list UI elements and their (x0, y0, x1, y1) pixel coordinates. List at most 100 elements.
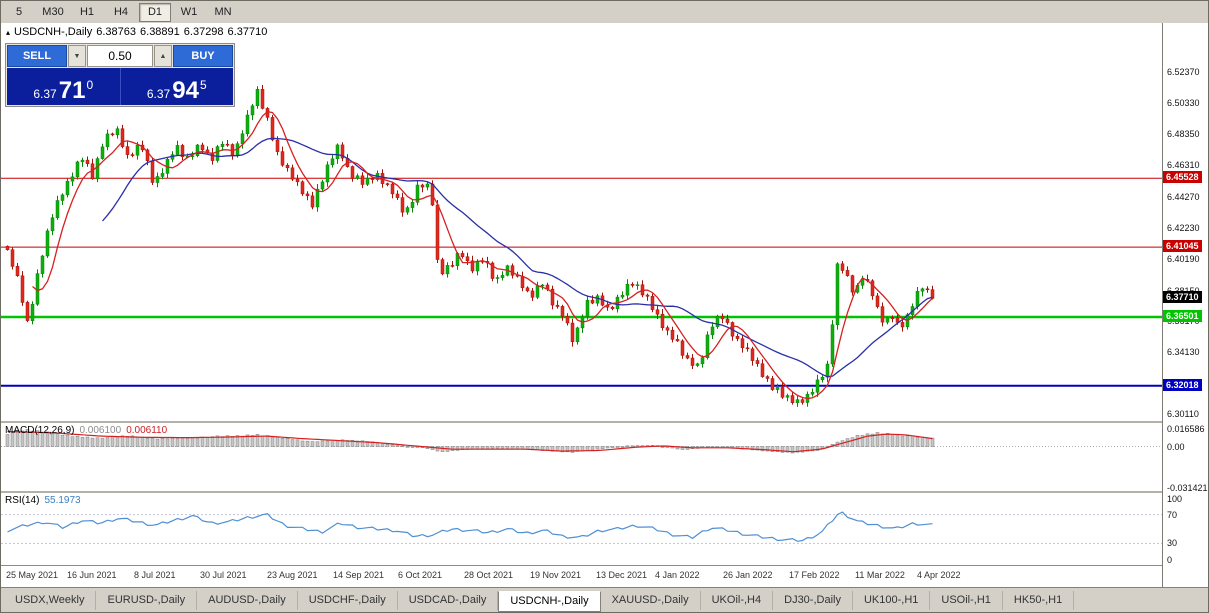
timeframe-h4[interactable]: H4 (113, 5, 129, 18)
candle-body (900, 322, 905, 328)
macd-bar (760, 446, 765, 452)
main-price-panel[interactable]: ▴ USDCNH-,Daily 6.38763 6.38891 6.37298 6.377… (1, 23, 1162, 421)
macd-bar (165, 438, 170, 447)
candle-body (835, 263, 840, 325)
candle-body (785, 395, 790, 398)
tab-eurusd-daily[interactable]: EURUSD-,Daily (96, 591, 198, 610)
macd-bar (660, 446, 665, 448)
candle-body (400, 197, 405, 213)
candle-body (220, 143, 225, 147)
macd-bar (880, 433, 885, 447)
tab-ukoil-h4[interactable]: UKOil-,H4 (701, 591, 774, 610)
macd-canvas[interactable] (1, 423, 1162, 491)
macd-bar (870, 433, 875, 447)
candle-body (530, 290, 535, 298)
candle-body (355, 175, 360, 179)
candle-body (745, 347, 750, 350)
price-axis[interactable]: 6.52370 6.50330 6.48350 6.46310 6.44270 6.422… (1162, 23, 1208, 587)
price-axis-label: 6.34130 (1167, 347, 1200, 357)
macd-bar (635, 445, 640, 447)
candle-body (525, 287, 530, 292)
macd-bar (65, 434, 70, 447)
panel-splitter[interactable] (1, 491, 1162, 493)
candle-body (620, 294, 625, 298)
macd-bar (565, 446, 570, 453)
buy-price-prefix: 6.37 (146, 86, 171, 101)
tab-usoil-h1[interactable]: USOil-,H1 (930, 591, 1003, 610)
candle-body (250, 105, 255, 116)
date-label: 13 Dec 2021 (596, 570, 648, 580)
time-axis[interactable]: 25 May 2021 16 Jun 2021 8 Jul 2021 30 Jul 2… (1, 565, 1162, 586)
macd-bar (10, 432, 15, 447)
candle-body (125, 146, 130, 155)
ohlc-low: 6.37298 (183, 26, 224, 38)
macd-bar (215, 435, 220, 447)
panel-splitter[interactable] (1, 421, 1162, 423)
timeframe-m30[interactable]: M30 (42, 5, 64, 18)
candle-body (815, 379, 820, 393)
tab-xauusd-daily[interactable]: XAUUSD-,Daily (601, 591, 701, 610)
candle-body (535, 285, 540, 298)
candle-body (95, 158, 100, 180)
volume-decrease-button[interactable]: ▼ (68, 45, 86, 67)
candle-body (880, 306, 885, 323)
timeframe-h1[interactable]: H1 (79, 5, 95, 18)
tab-dj30-daily[interactable]: DJ30-,Daily (773, 591, 853, 610)
candle-body (740, 338, 745, 349)
macd-bar (155, 438, 160, 447)
macd-bar (860, 435, 865, 447)
date-label: 4 Apr 2022 (917, 570, 961, 580)
buy-price-display[interactable]: 6.37 94 5 (120, 68, 233, 105)
candle-body (420, 184, 425, 188)
candle-body (130, 154, 135, 156)
candle-body (115, 128, 120, 136)
candle-body (520, 276, 525, 289)
candle-body (335, 144, 340, 159)
timeframe-5[interactable]: 5 (15, 5, 23, 18)
macd-bar (470, 446, 475, 450)
macd-value-main: 0.006100 (79, 425, 122, 436)
arrow-down-icon: ▼ (73, 52, 81, 60)
timeframe-mn[interactable]: MN (214, 5, 232, 18)
macd-panel[interactable]: MACD(12,26,9) 0.006100 0.006110 (1, 423, 1162, 491)
main-chart-canvas[interactable] (1, 23, 1162, 421)
rsi-panel[interactable]: RSI(14) 55.1973 (1, 493, 1162, 565)
chart-plots: ▴ USDCNH-,Daily 6.38763 6.38891 6.37298 6.377… (1, 23, 1162, 587)
macd-bar (815, 446, 820, 451)
macd-bar (280, 438, 285, 447)
macd-bar (265, 435, 270, 447)
tab-usdcnh-daily[interactable]: USDCNH-,Daily (498, 591, 601, 612)
candle-body (645, 294, 650, 297)
rsi-canvas[interactable] (1, 493, 1162, 565)
buy-button[interactable]: BUY (173, 45, 233, 67)
macd-bar (775, 446, 780, 452)
collapse-chart-icon[interactable]: ▴ (6, 28, 11, 37)
sell-price-display[interactable]: 6.37 71 0 (7, 68, 121, 105)
candle-body (300, 181, 305, 195)
tab-audusd-daily[interactable]: AUDUSD-,Daily (197, 591, 298, 610)
sell-price-sup: 0 (86, 78, 94, 92)
macd-signal-line (7, 430, 933, 453)
sell-button[interactable]: SELL (7, 45, 67, 67)
candle-body (590, 299, 595, 304)
candle-body (410, 202, 415, 208)
arrow-up-icon: ▲ (159, 52, 167, 60)
candle-body (45, 230, 50, 257)
candle-body (350, 166, 355, 179)
price-axis-label: 6.52370 (1167, 67, 1200, 77)
tab-usdx-weekly[interactable]: USDX,Weekly (4, 591, 97, 610)
tab-uk100-h1[interactable]: UK100-,H1 (853, 591, 931, 610)
macd-bar (750, 446, 755, 451)
tab-usdchf-daily[interactable]: USDCHF-,Daily (298, 591, 398, 610)
candle-body (690, 357, 695, 366)
tab-usdcad-daily[interactable]: USDCAD-,Daily (398, 591, 499, 610)
timeframe-d1[interactable]: D1 (139, 2, 171, 22)
timeframe-w1[interactable]: W1 (180, 5, 198, 18)
volume-input[interactable] (87, 45, 153, 67)
tab-hk50-h1[interactable]: HK50-,H1 (1003, 591, 1075, 610)
candle-body (550, 288, 555, 306)
macd-bar (145, 437, 150, 447)
candle-body (80, 159, 85, 163)
candle-body (15, 266, 20, 276)
volume-increase-button[interactable]: ▲ (154, 45, 172, 67)
